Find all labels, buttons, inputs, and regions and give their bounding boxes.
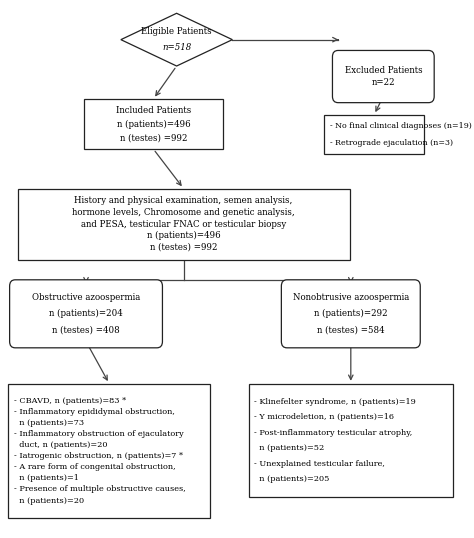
Text: - Inflammatory epididymal obstruction,: - Inflammatory epididymal obstruction, (14, 408, 175, 416)
Text: duct, n (patients)=20: duct, n (patients)=20 (14, 441, 107, 449)
Text: n (patients)=204: n (patients)=204 (49, 309, 123, 318)
Text: - Iatrogenic obstruction, n (patients)=7 *: - Iatrogenic obstruction, n (patients)=7… (14, 452, 183, 461)
Text: - Unexplained testicular failure,: - Unexplained testicular failure, (254, 459, 385, 468)
Text: n (patients)=496: n (patients)=496 (147, 231, 220, 240)
Text: - Presence of multiple obstructive causes,: - Presence of multiple obstructive cause… (14, 485, 191, 493)
Bar (324, 115, 424, 154)
Text: and PESA, testicular FNAC or testicular biopsy: and PESA, testicular FNAC or testicular … (81, 220, 286, 229)
Bar (248, 384, 453, 497)
Text: Nonobtrusive azoospermia: Nonobtrusive azoospermia (292, 293, 409, 302)
Text: n (patients)=496: n (patients)=496 (117, 119, 190, 129)
Text: n=518: n=518 (162, 43, 191, 52)
Text: n (testes) =992: n (testes) =992 (150, 243, 218, 252)
Text: History and physical examination, semen analysis,: History and physical examination, semen … (74, 196, 293, 206)
Text: - No final clinical diagnoses (n=19): - No final clinical diagnoses (n=19) (330, 123, 472, 130)
Bar (84, 99, 223, 149)
Text: n (patients)=20: n (patients)=20 (14, 497, 84, 505)
Text: Eligible Patients: Eligible Patients (141, 27, 212, 36)
Text: n (testes) =992: n (testes) =992 (119, 133, 187, 142)
Text: n (patients)=73: n (patients)=73 (14, 419, 84, 427)
FancyBboxPatch shape (332, 51, 434, 103)
Polygon shape (121, 13, 232, 66)
Text: - Inflammatory obstruction of ejaculatory: - Inflammatory obstruction of ejaculator… (14, 430, 183, 438)
Text: n (patients)=292: n (patients)=292 (314, 309, 388, 318)
Text: hormone levels, Chromosome and genetic analysis,: hormone levels, Chromosome and genetic a… (72, 208, 295, 217)
Text: n (testes) =408: n (testes) =408 (52, 326, 120, 335)
Text: Excluded Patients: Excluded Patients (345, 66, 422, 75)
Text: - Y microdeletion, n (patients)=16: - Y microdeletion, n (patients)=16 (254, 413, 394, 421)
Text: n (testes) =584: n (testes) =584 (317, 326, 384, 335)
Text: Included Patients: Included Patients (116, 106, 191, 115)
Text: n (patients)=52: n (patients)=52 (254, 444, 324, 452)
Text: n (patients)=1: n (patients)=1 (14, 475, 79, 483)
Text: - Klinefelter syndrome, n (patients)=19: - Klinefelter syndrome, n (patients)=19 (254, 398, 416, 406)
FancyBboxPatch shape (282, 280, 420, 348)
Text: n=22: n=22 (372, 78, 395, 87)
FancyBboxPatch shape (9, 280, 163, 348)
Text: - CBAVD, n (patients)=83 *: - CBAVD, n (patients)=83 * (14, 397, 126, 405)
Bar (18, 189, 350, 260)
Text: Obstructive azoospermia: Obstructive azoospermia (32, 293, 140, 302)
Text: - Post-inflammatory testicular atrophy,: - Post-inflammatory testicular atrophy, (254, 429, 418, 437)
Text: n (patients)=205: n (patients)=205 (254, 475, 329, 483)
Bar (8, 384, 210, 518)
Text: - A rare form of congenital obstruction,: - A rare form of congenital obstruction, (14, 463, 181, 471)
Text: - Retrograde ejaculation (n=3): - Retrograde ejaculation (n=3) (330, 139, 453, 147)
